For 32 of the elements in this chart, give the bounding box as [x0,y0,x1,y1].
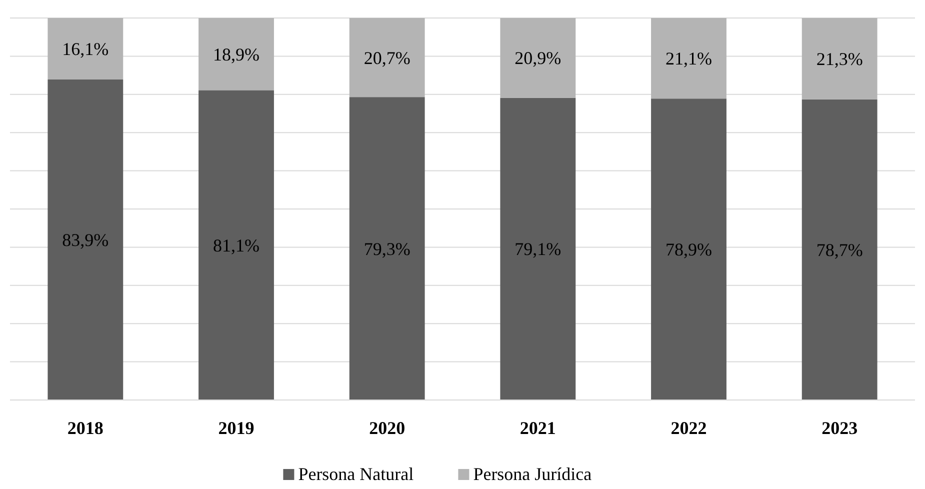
bar [48,18,124,80]
data-label: 20,7% [364,48,410,68]
legend-label: Persona Jurídica [473,464,592,484]
x-tick-label: 2021 [520,418,556,438]
data-label: 78,9% [666,240,712,260]
x-tick-label: 2020 [369,418,406,438]
legend-label: Persona Natural [298,464,414,484]
x-tick-label: 2019 [218,418,254,438]
bar [48,80,124,400]
x-tick-label: 2022 [670,418,707,438]
bar [198,18,274,90]
bar [349,97,425,400]
x-tick-label: 2018 [67,418,104,438]
bar [802,99,878,400]
data-label: 18,9% [213,44,260,64]
data-label: 81,1% [213,235,260,256]
data-label: 79,3% [364,238,410,259]
data-label: 79,1% [514,239,562,260]
data-label: 20,9% [514,48,562,68]
x-tick-label: 2023 [822,418,858,438]
bar [500,18,576,98]
bar [349,18,425,98]
bar [198,90,274,400]
bar [500,98,576,400]
bar [651,18,726,99]
data-label: 21,3% [816,48,863,69]
data-label: 78,7% [816,240,863,260]
data-label: 83,9% [62,230,109,250]
bar [651,98,726,400]
bar [802,18,878,100]
data-label: 16,1% [62,39,109,60]
data-label: 21,1% [666,48,712,69]
